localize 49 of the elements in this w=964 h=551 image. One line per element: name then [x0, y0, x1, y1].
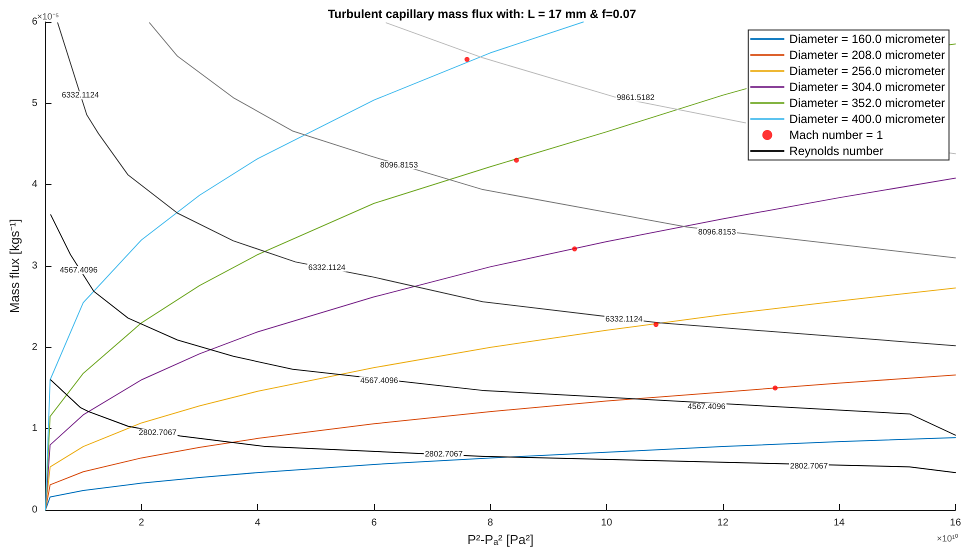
line-series [50, 379, 956, 474]
line-series [50, 214, 956, 436]
y-axis-title: Mass flux [kgs⁻¹] [7, 218, 22, 314]
legend-label: Diameter = 160.0 micrometer [789, 32, 946, 46]
point [653, 322, 658, 328]
y-tick-label: 1 [32, 423, 38, 434]
legend-label: Diameter = 304.0 micrometer [789, 80, 946, 94]
text: ×10¹⁰ [936, 534, 958, 544]
point [514, 158, 519, 163]
annotation: 2802.7067 [424, 449, 464, 458]
annotation: 2802.7067 [790, 462, 828, 471]
point [572, 246, 578, 252]
annotation: 6332.1124 [62, 90, 100, 100]
annotation: 4567.4096 [60, 266, 98, 275]
legend-label: Diameter = 208.0 micrometer [789, 48, 946, 62]
annotation: 8096.8153 [698, 227, 736, 236]
x-tick-label: 8 [487, 518, 494, 528]
y-tick-label: 6 [32, 16, 38, 28]
annotation: 6332.1124 [308, 263, 346, 272]
x-tick-label: 14 [834, 518, 846, 528]
x-tick-label: 16 [950, 518, 962, 528]
text: ×10⁻⁵ [37, 12, 60, 22]
legend-label: Diameter = 400.0 micrometer [789, 112, 946, 126]
x-tick-label: 4 [254, 518, 261, 528]
legend-label: Reynolds number [789, 144, 884, 158]
y-tick-label: 4 [32, 179, 38, 190]
legend-label: Diameter = 352.0 micrometer [789, 96, 946, 110]
annotation: 9861.5182 [616, 93, 656, 102]
y-tick-label: 0 [32, 504, 38, 516]
x-axis-title: P²-Pₐ² [Pa²] [467, 532, 534, 547]
x-tick-label: 2 [138, 518, 145, 528]
legend-label: Mach number = 1 [789, 128, 884, 142]
annotation: 8096.8153 [380, 160, 418, 170]
point [772, 386, 778, 390]
x-tick-label: 12 [717, 518, 729, 528]
chart-title: Turbulent capillary mass flux with: L = 17 mm & f=0.07 [328, 7, 636, 21]
annotation: 4567.4096 [360, 376, 399, 386]
line-series [57, 22, 956, 346]
y-tick-label: 5 [32, 98, 38, 109]
legend-label: Diameter = 256.0 micrometer [789, 64, 946, 78]
y-tick-label: 2 [32, 342, 38, 353]
annotation: 4567.4096 [688, 402, 726, 412]
annotation: 6332.1124 [605, 314, 644, 324]
x-tick-label: 6 [371, 518, 378, 528]
y-tick-label: 3 [32, 260, 38, 272]
point [464, 56, 470, 62]
line-series [149, 22, 956, 258]
annotation: 2802.7067 [138, 428, 178, 438]
x-tick-label: 10 [601, 518, 613, 528]
